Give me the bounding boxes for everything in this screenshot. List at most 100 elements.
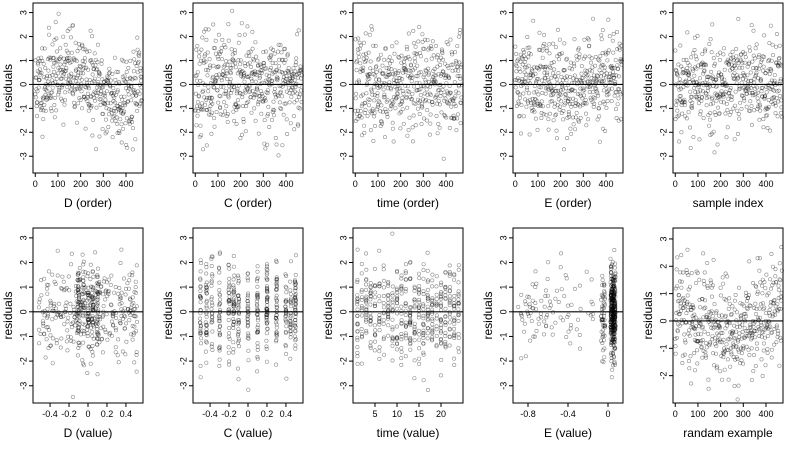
residual-point	[520, 357, 523, 360]
residual-point	[543, 305, 546, 308]
residual-point	[46, 292, 49, 295]
residual-point	[413, 57, 416, 60]
residual-point	[725, 102, 728, 105]
residual-point	[428, 133, 431, 136]
residual-point	[681, 354, 684, 357]
residual-point	[91, 118, 94, 121]
residual-point	[438, 126, 441, 129]
residual-point	[456, 44, 459, 47]
residual-point	[689, 382, 692, 385]
residual-point	[559, 316, 562, 319]
residual-point	[205, 341, 208, 344]
residual-point	[435, 114, 438, 117]
residual-point	[54, 109, 57, 112]
residual-point	[43, 103, 46, 106]
y-tick-label: 3	[338, 10, 348, 15]
residual-point	[392, 140, 395, 143]
residual-point	[766, 334, 769, 337]
residual-point	[596, 74, 599, 77]
residual-point	[699, 306, 702, 309]
residual-point	[400, 292, 403, 295]
x-tick-label: 0	[193, 179, 198, 189]
residual-point	[457, 336, 460, 339]
residual-point	[515, 70, 518, 73]
residual-point	[132, 70, 135, 73]
residual-point	[761, 278, 764, 281]
residual-point	[365, 268, 368, 271]
residual-point	[131, 148, 134, 151]
residual-point	[560, 288, 563, 291]
residual-point	[731, 305, 734, 308]
residual-point	[120, 291, 123, 294]
residual-point	[47, 69, 50, 72]
residual-point	[386, 334, 389, 337]
residual-point	[613, 94, 616, 97]
residual-point	[610, 376, 613, 379]
residual-point	[563, 42, 566, 45]
residual-point	[412, 114, 415, 117]
residual-point	[133, 58, 136, 61]
residual-point	[763, 280, 766, 283]
residual-point	[381, 64, 384, 67]
residual-point	[273, 87, 276, 90]
residual-point	[686, 31, 689, 34]
residual-point	[356, 362, 359, 365]
residual-point	[135, 264, 138, 267]
residual-point	[404, 287, 407, 290]
residual-point	[357, 52, 360, 55]
residual-point	[524, 355, 527, 358]
residual-point	[546, 277, 549, 280]
residual-point	[247, 51, 250, 54]
residual-point	[247, 359, 250, 362]
residual-point	[616, 63, 619, 66]
residual-point	[738, 101, 741, 104]
residual-point	[549, 304, 552, 307]
residual-point	[418, 51, 421, 54]
residual-point	[370, 25, 373, 28]
residual-point	[444, 290, 447, 293]
residual-point	[675, 103, 678, 106]
residual-point	[228, 277, 231, 280]
residual-point	[289, 289, 292, 292]
residual-point	[737, 112, 740, 115]
residual-point	[413, 41, 416, 44]
residual-point	[707, 124, 710, 127]
residual-point	[589, 314, 592, 317]
residual-point	[54, 20, 57, 23]
residual-point	[690, 271, 693, 274]
residual-point	[294, 347, 297, 350]
residual-point	[237, 41, 240, 44]
residual-point	[382, 58, 385, 61]
residual-point	[547, 117, 550, 120]
residual-point	[244, 130, 247, 133]
residual-point	[420, 122, 423, 125]
residual-point	[356, 355, 359, 358]
y-tick-label: 3	[498, 235, 508, 240]
residual-point	[51, 43, 54, 46]
residual-point	[557, 58, 560, 61]
residual-point	[760, 284, 763, 287]
residual-point	[52, 65, 55, 68]
residual-point	[97, 308, 100, 311]
residual-point	[369, 67, 372, 70]
x-tick-label: 300	[576, 179, 591, 189]
residual-point	[206, 51, 209, 54]
residual-point	[749, 71, 752, 74]
residual-point	[250, 77, 253, 80]
residual-point	[542, 333, 545, 336]
residual-point	[408, 116, 411, 119]
residual-point	[693, 74, 696, 77]
residual-point	[760, 90, 763, 93]
residual-point	[250, 79, 253, 82]
x-tick-label: 400	[598, 179, 613, 189]
residual-point	[89, 362, 92, 365]
residual-point	[722, 53, 725, 56]
residual-point	[616, 67, 619, 70]
residual-point	[120, 314, 123, 317]
residual-point	[70, 51, 73, 54]
points-group	[674, 245, 784, 401]
residual-point	[588, 55, 591, 58]
residual-point	[727, 307, 730, 310]
residual-point	[765, 273, 768, 276]
residual-point	[536, 128, 539, 131]
